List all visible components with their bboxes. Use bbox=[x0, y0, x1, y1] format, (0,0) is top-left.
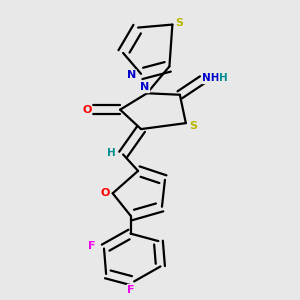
Text: H: H bbox=[219, 73, 228, 83]
Text: N: N bbox=[127, 70, 136, 80]
Text: O: O bbox=[100, 188, 110, 198]
Text: F: F bbox=[128, 285, 135, 295]
Text: NH: NH bbox=[202, 73, 220, 83]
Text: F: F bbox=[88, 241, 95, 251]
Text: S: S bbox=[189, 121, 197, 130]
Text: H: H bbox=[107, 148, 116, 158]
Text: O: O bbox=[82, 105, 92, 115]
Text: N: N bbox=[140, 82, 149, 92]
Text: S: S bbox=[175, 18, 183, 28]
